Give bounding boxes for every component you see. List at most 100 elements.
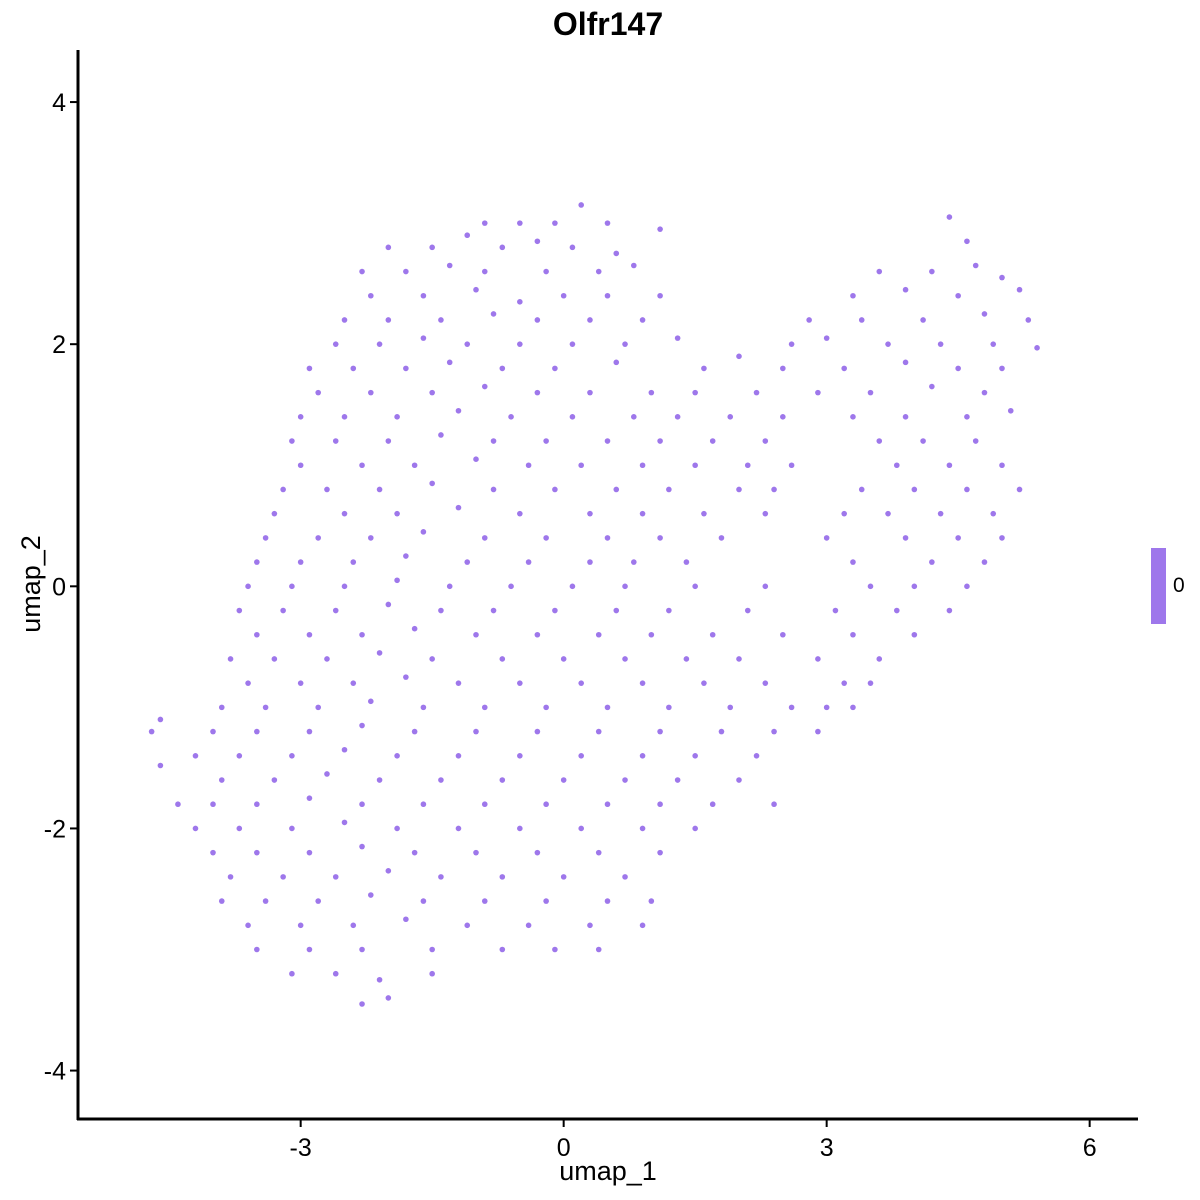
data-point bbox=[946, 462, 953, 469]
data-point bbox=[946, 214, 953, 220]
data-point bbox=[788, 704, 795, 711]
data-point bbox=[841, 680, 847, 686]
data-point bbox=[359, 631, 365, 638]
data-point bbox=[823, 704, 830, 711]
data-point bbox=[254, 849, 260, 856]
data-point bbox=[999, 462, 1005, 469]
data-point bbox=[534, 728, 541, 735]
data-point bbox=[902, 359, 909, 366]
data-point bbox=[560, 292, 567, 299]
data-point bbox=[692, 825, 698, 832]
data-point bbox=[481, 220, 488, 226]
data-point bbox=[508, 414, 514, 420]
data-point bbox=[341, 414, 348, 420]
data-point bbox=[254, 946, 260, 953]
data-point bbox=[613, 607, 620, 614]
data-point bbox=[736, 486, 742, 493]
data-point bbox=[481, 801, 488, 808]
data-point bbox=[394, 825, 400, 832]
data-point bbox=[385, 438, 392, 444]
data-point bbox=[587, 389, 593, 396]
data-point bbox=[227, 656, 234, 662]
data-point bbox=[885, 341, 891, 347]
data-point bbox=[297, 414, 304, 420]
data-point bbox=[1016, 486, 1023, 493]
data-point bbox=[517, 753, 523, 759]
data-point bbox=[218, 704, 225, 711]
x-tick-label: 0 bbox=[557, 1134, 571, 1162]
data-point bbox=[771, 801, 777, 808]
data-point bbox=[289, 583, 295, 590]
data-point bbox=[175, 801, 181, 808]
data-point bbox=[262, 898, 269, 904]
data-point bbox=[604, 898, 611, 904]
data-point bbox=[332, 438, 339, 444]
data-point bbox=[736, 656, 742, 662]
data-point bbox=[701, 365, 707, 372]
data-point bbox=[210, 849, 216, 856]
data-point bbox=[481, 704, 488, 711]
data-point bbox=[718, 535, 725, 541]
data-point bbox=[490, 438, 497, 444]
data-point bbox=[560, 656, 567, 662]
data-point bbox=[595, 268, 602, 275]
data-point bbox=[315, 535, 322, 541]
data-point bbox=[148, 728, 155, 735]
chart-title: Olfr147 bbox=[552, 6, 664, 42]
data-point bbox=[403, 916, 409, 923]
data-point bbox=[595, 849, 602, 856]
data-point bbox=[403, 553, 409, 559]
data-point bbox=[964, 414, 970, 420]
data-point bbox=[622, 874, 628, 880]
points-layer bbox=[148, 202, 1040, 1007]
data-point bbox=[359, 946, 365, 953]
data-point bbox=[341, 583, 348, 590]
data-point bbox=[674, 414, 681, 420]
data-point bbox=[832, 607, 839, 614]
data-point bbox=[350, 680, 357, 686]
data-point bbox=[534, 317, 541, 323]
data-point bbox=[297, 559, 304, 565]
data-point bbox=[552, 220, 558, 226]
data-point bbox=[648, 631, 655, 638]
legend-label: 0 bbox=[1173, 574, 1185, 597]
data-point bbox=[368, 535, 374, 541]
data-point bbox=[403, 268, 409, 275]
data-point bbox=[613, 250, 620, 257]
data-point bbox=[937, 341, 944, 347]
data-point bbox=[587, 559, 593, 565]
data-point bbox=[622, 583, 628, 590]
data-point bbox=[517, 341, 523, 347]
data-point bbox=[420, 292, 427, 299]
data-point bbox=[674, 777, 681, 783]
data-point bbox=[411, 849, 418, 856]
data-point bbox=[876, 268, 883, 275]
data-point bbox=[245, 680, 251, 686]
data-point bbox=[604, 801, 611, 808]
data-point bbox=[902, 414, 909, 420]
data-point bbox=[324, 486, 330, 493]
data-point bbox=[385, 995, 392, 1001]
data-point bbox=[192, 825, 199, 832]
data-point bbox=[1016, 286, 1023, 293]
data-point bbox=[955, 535, 961, 541]
data-point bbox=[464, 922, 471, 929]
data-point bbox=[376, 486, 383, 493]
data-point bbox=[639, 317, 646, 323]
data-point bbox=[604, 438, 611, 444]
data-point bbox=[446, 359, 453, 366]
data-point bbox=[815, 389, 821, 396]
data-point bbox=[306, 795, 313, 801]
data-point bbox=[306, 728, 313, 735]
data-point bbox=[350, 365, 357, 372]
data-point bbox=[429, 244, 435, 251]
data-point bbox=[1034, 345, 1040, 351]
data-point bbox=[569, 583, 576, 590]
y-tick-label: 0 bbox=[52, 573, 66, 601]
data-point bbox=[341, 317, 348, 323]
data-point bbox=[543, 438, 549, 444]
data-point bbox=[815, 728, 821, 735]
data-point bbox=[666, 486, 672, 493]
data-point bbox=[727, 414, 734, 420]
